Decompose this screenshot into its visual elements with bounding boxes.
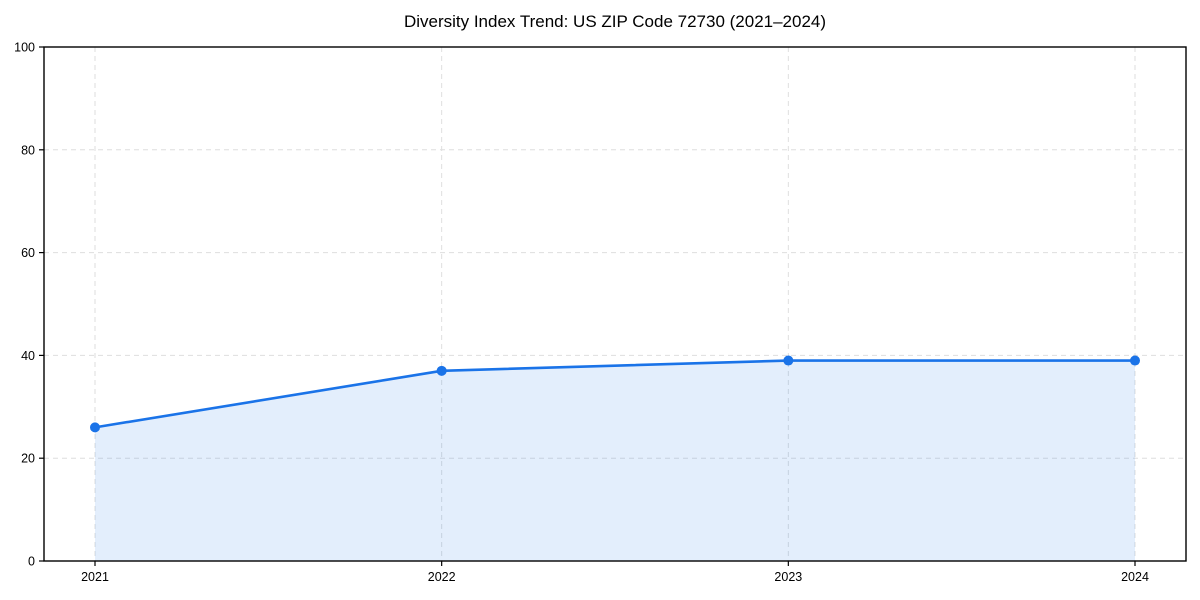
trend-line [93,359,1137,429]
x-tick-label: 2021 [81,570,109,584]
chart-title: Diversity Index Trend: US ZIP Code 72730… [403,12,827,31]
y-tick-label: 60 [21,246,35,260]
y-tick-label: 100 [14,41,35,55]
y-tick-label: 40 [21,349,35,363]
data-point-marker [436,365,447,376]
x-tick-label: 2022 [428,570,456,584]
data-point-marker [90,422,100,433]
data-point-marker [783,355,794,366]
x-tick-label: 2024 [1121,570,1149,584]
y-tick-label: 80 [21,143,35,157]
area-fill [95,360,1135,561]
x-tick-label: 2023 [774,570,802,584]
y-tick-label: 20 [21,452,35,466]
y-tick-label: 0 [28,555,35,569]
data-point-marker [1130,355,1140,366]
plot-border [43,46,1187,562]
